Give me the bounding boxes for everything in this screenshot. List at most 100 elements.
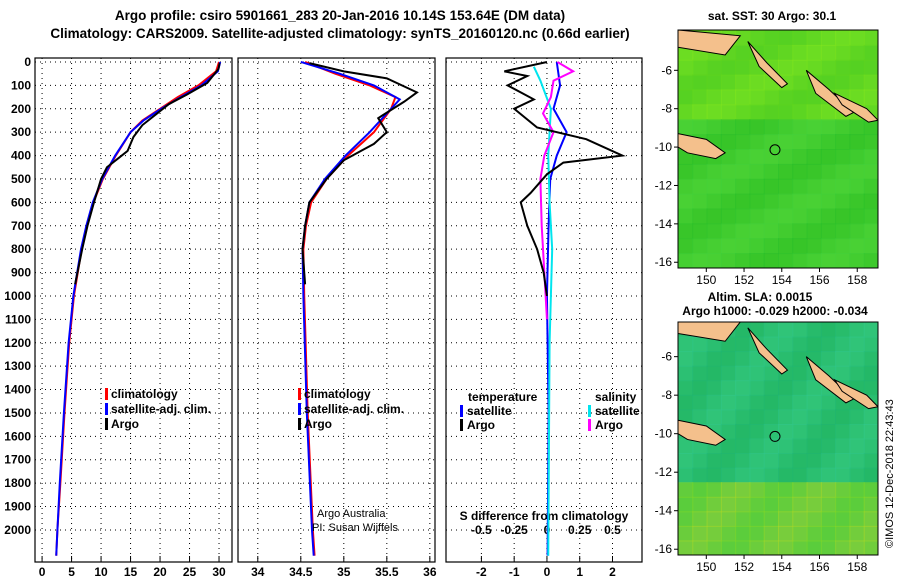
field-cell — [678, 467, 694, 484]
field-cell — [749, 511, 765, 527]
x-tick-label: 25 — [183, 565, 197, 579]
field-cell — [863, 89, 878, 106]
field-cell — [763, 149, 779, 165]
field-cell — [720, 525, 737, 542]
field-cell — [792, 336, 808, 353]
field-cell — [763, 423, 779, 440]
field-cell — [778, 30, 794, 46]
field-cell — [678, 482, 694, 498]
field-cell — [792, 496, 808, 513]
field-cell — [763, 163, 779, 180]
field-cell — [749, 238, 765, 255]
map-panel-1: 150 152 154 156 158 -6 -8 -10 -12 -14 -16 — [655, 29, 879, 287]
lon-tick-label: 152 — [734, 560, 754, 574]
field-cell — [763, 30, 779, 46]
field-cell — [806, 496, 822, 513]
x-tick-label: 0 — [39, 565, 46, 579]
field-cell — [849, 467, 865, 484]
field-cell — [849, 322, 865, 338]
timestamp-stamp: ©IMOS 12-Dec-2018 22:43:43 — [884, 399, 896, 548]
field-cell — [792, 193, 808, 210]
field-cell — [678, 119, 694, 136]
series-line-t-satellite — [545, 61, 568, 556]
x-tick-label: 2 — [609, 565, 616, 579]
field-cell — [863, 149, 878, 165]
field-cell — [720, 438, 737, 455]
field-cell — [806, 322, 822, 338]
field-cell — [778, 351, 794, 367]
field-cell — [820, 540, 837, 555]
field-cell — [863, 44, 878, 61]
field-cell — [792, 149, 808, 165]
field-cell — [763, 453, 779, 469]
legend-label: satellite — [467, 404, 512, 418]
field-cell — [849, 482, 865, 498]
field-cell — [849, 525, 865, 542]
series-line-s-satellite — [532, 66, 554, 556]
field-cell — [749, 365, 765, 382]
field-cell — [806, 163, 822, 180]
field-cell — [778, 496, 794, 513]
field-cell — [778, 482, 794, 498]
field-cell — [806, 149, 822, 165]
field-cell — [692, 496, 708, 513]
lat-tick-label: -16 — [655, 255, 673, 269]
field-cell — [863, 30, 878, 46]
field-cell — [678, 223, 694, 240]
field-cell — [749, 30, 765, 46]
x-tick-label: 35 — [337, 565, 351, 579]
land-mass — [678, 322, 741, 342]
field-cell — [792, 253, 808, 268]
field-cell — [849, 351, 865, 367]
field-cell — [749, 149, 765, 165]
field-cell — [778, 134, 794, 150]
field-cell — [820, 453, 837, 469]
field-cell — [806, 482, 822, 498]
field-cell — [763, 208, 779, 225]
field-cell — [820, 467, 837, 484]
field-cell — [678, 496, 694, 513]
x2-tick-label: 0.25 — [568, 523, 592, 537]
field-cell — [778, 540, 794, 555]
lat-tick-label: -10 — [655, 427, 673, 441]
field-cell — [692, 409, 708, 425]
field-cell — [806, 44, 822, 61]
field-cell — [806, 540, 822, 555]
field-cell — [720, 351, 737, 367]
field-cell — [820, 511, 837, 527]
field-cell — [778, 336, 794, 353]
field-cell — [692, 89, 708, 106]
field-cell — [720, 119, 737, 136]
field-cell — [763, 365, 779, 382]
field-cell — [692, 365, 708, 382]
x2-axis-label: S difference from climatology — [460, 509, 629, 523]
series-line-argo — [74, 62, 221, 285]
plot-frame — [445, 57, 643, 563]
field-cell — [792, 238, 808, 255]
field-cell — [720, 540, 737, 555]
legend-swatch — [105, 388, 108, 400]
field-cell — [749, 163, 765, 180]
field-cell — [849, 59, 865, 76]
title-line-2: Climatology: CARS2009. Satellite-adjuste… — [50, 26, 629, 41]
field-cell — [792, 74, 808, 91]
field-cell — [735, 74, 751, 91]
field-cell — [692, 540, 708, 555]
field-cell — [820, 525, 837, 542]
field-cell — [835, 336, 851, 353]
field-cell — [835, 178, 851, 195]
field-cell — [763, 409, 779, 425]
field-cell — [735, 336, 751, 353]
field-cell — [692, 59, 708, 76]
field-cell — [735, 59, 751, 76]
lon-tick-label: 154 — [772, 273, 792, 287]
field-cell — [706, 193, 722, 210]
legend-swatch — [588, 405, 591, 417]
field-cell — [863, 365, 878, 382]
field-cell — [720, 482, 737, 498]
field-cell — [863, 496, 878, 513]
field-cell — [863, 525, 878, 542]
field-cell — [720, 163, 737, 180]
field-cell — [692, 482, 708, 498]
field-cell — [778, 525, 794, 542]
